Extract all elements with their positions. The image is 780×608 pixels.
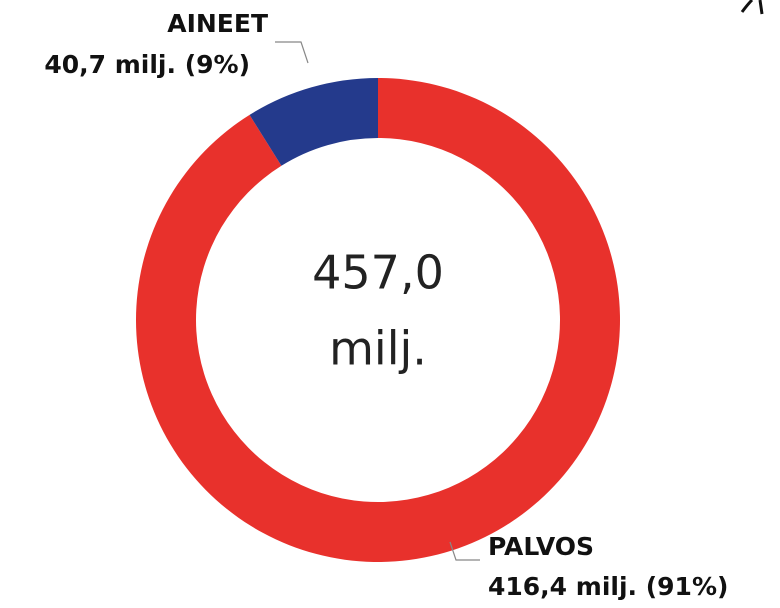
segment-value-label: 416,4 milj. (91%) bbox=[488, 572, 728, 601]
leader-line bbox=[449, 541, 480, 561]
center-value: 457,0 bbox=[312, 246, 444, 300]
leader-line bbox=[275, 41, 309, 64]
center-unit: milj. bbox=[329, 322, 427, 376]
segment-value-label: 40,7 milj. (9%) bbox=[44, 50, 250, 79]
decoration bbox=[740, 0, 764, 15]
segment-name: PALVOS bbox=[488, 532, 594, 561]
donut-segment bbox=[135, 78, 620, 562]
segment-name: AINEET bbox=[167, 9, 268, 38]
donut-segment bbox=[249, 78, 378, 166]
